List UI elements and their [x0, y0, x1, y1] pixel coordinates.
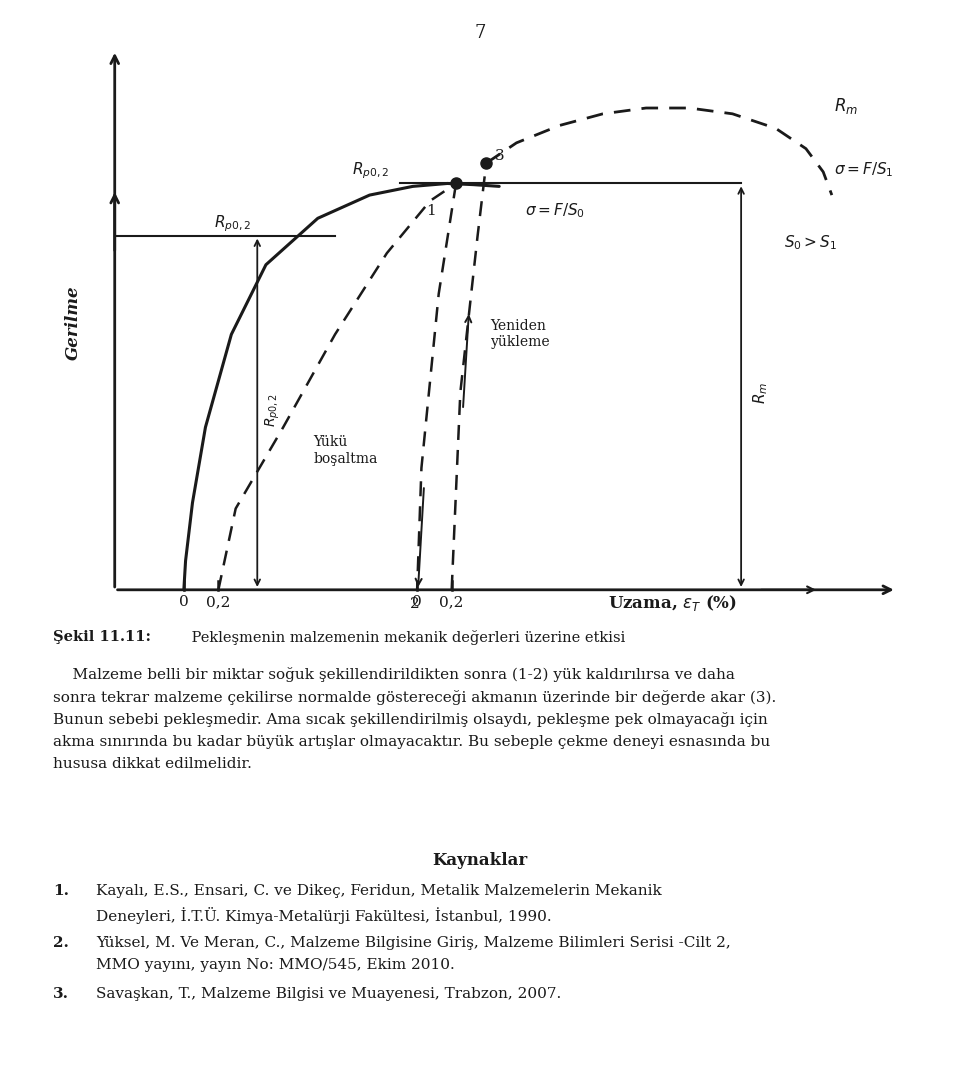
Text: $\sigma= F/S_0$: $\sigma= F/S_0$ — [525, 202, 586, 220]
Text: Kaynaklar: Kaynaklar — [432, 852, 528, 869]
Text: $R_{p0,2}$: $R_{p0,2}$ — [214, 213, 252, 233]
Text: $R_{p0,2}$: $R_{p0,2}$ — [352, 161, 390, 181]
Text: Pekleşmenin malzemenin mekanik değerleri üzerine etkisi: Pekleşmenin malzemenin mekanik değerleri… — [187, 630, 626, 646]
Text: $\sigma= F/S_1$: $\sigma= F/S_1$ — [834, 161, 894, 179]
Text: hususa dikkat edilmelidir.: hususa dikkat edilmelidir. — [53, 757, 252, 771]
Text: $R_m$: $R_m$ — [752, 381, 770, 404]
Text: Gerilme: Gerilme — [64, 285, 82, 360]
Text: Uzama, $\varepsilon_T$ (%): Uzama, $\varepsilon_T$ (%) — [608, 593, 736, 613]
Text: 3.: 3. — [53, 987, 69, 1001]
Text: 3: 3 — [494, 150, 505, 163]
Text: 1: 1 — [426, 204, 436, 218]
Text: 0: 0 — [412, 595, 422, 609]
Text: Deneyleri, İ.T.Ü. Kimya-Metalürji Fakültesi, İstanbul, 1990.: Deneyleri, İ.T.Ü. Kimya-Metalürji Fakült… — [96, 907, 552, 923]
Text: $S_0>S_1$: $S_0>S_1$ — [784, 233, 837, 252]
Text: 2: 2 — [410, 598, 420, 611]
Text: Yeniden
yükleme: Yeniden yükleme — [491, 319, 550, 349]
Text: akma sınırında bu kadar büyük artışlar olmayacaktır. Bu sebeple çekme deneyi esn: akma sınırında bu kadar büyük artışlar o… — [53, 735, 770, 749]
Text: Şekil 11.11:: Şekil 11.11: — [53, 630, 151, 644]
Text: 0,2: 0,2 — [440, 595, 464, 609]
Text: 0: 0 — [179, 595, 189, 609]
Text: Yüksel, M. Ve Meran, C., Malzeme Bilgisine Giriş, Malzeme Bilimleri Serisi -Cilt: Yüksel, M. Ve Meran, C., Malzeme Bilgisi… — [96, 936, 731, 949]
Text: $R_m$: $R_m$ — [834, 95, 858, 116]
Text: Yükü
boşaltma: Yükü boşaltma — [313, 435, 378, 465]
Text: Kayalı, E.S., Ensari, C. ve Dikeç, Feridun, Metalik Malzemelerin Mekanik: Kayalı, E.S., Ensari, C. ve Dikeç, Ferid… — [96, 884, 661, 898]
Text: Savaşkan, T., Malzeme Bilgisi ve Muayenesi, Trabzon, 2007.: Savaşkan, T., Malzeme Bilgisi ve Muayene… — [96, 987, 562, 1001]
Text: Bunun sebebi pekleşmedir. Ama sıcak şekillendirilmiş olsaydı, pekleşme pek olmay: Bunun sebebi pekleşmedir. Ama sıcak şeki… — [53, 712, 768, 727]
Text: 1.: 1. — [53, 884, 69, 898]
Text: Malzeme belli bir miktar soğuk şekillendirildikten sonra (1-2) yük kaldırılırsa : Malzeme belli bir miktar soğuk şekillend… — [53, 667, 734, 682]
Text: sonra tekrar malzeme çekilirse normalde göstereceği akmanın üzerinde bir değerde: sonra tekrar malzeme çekilirse normalde … — [53, 690, 776, 705]
Text: 7: 7 — [474, 24, 486, 42]
Text: $R_{p0,2}$: $R_{p0,2}$ — [264, 393, 282, 427]
Text: 2.: 2. — [53, 936, 69, 949]
Text: 0,2: 0,2 — [206, 595, 230, 609]
Text: MMO yayını, yayın No: MMO/545, Ekim 2010.: MMO yayını, yayın No: MMO/545, Ekim 2010… — [96, 958, 455, 972]
